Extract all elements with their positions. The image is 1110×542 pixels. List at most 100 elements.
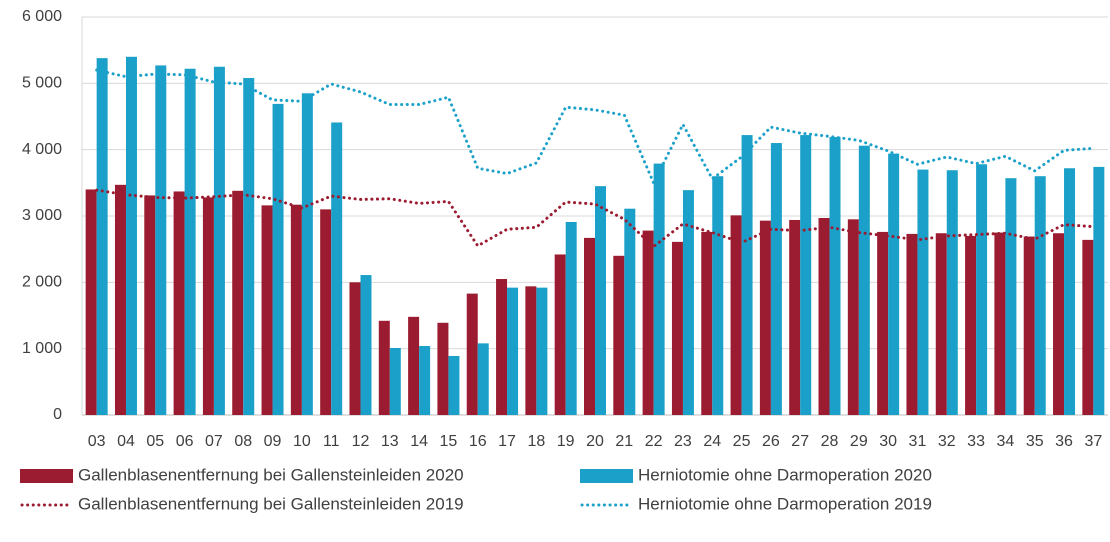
- bar: [595, 186, 606, 415]
- x-tick-label: 15: [440, 433, 458, 450]
- bar: [653, 163, 665, 415]
- bar: [213, 66, 225, 415]
- x-tick-label: 25: [733, 433, 751, 450]
- legend-swatch: [20, 469, 73, 483]
- bar: [349, 282, 361, 415]
- x-tick-label: 05: [146, 433, 164, 450]
- x-tick-label: 16: [469, 433, 487, 450]
- x-tick-label: 23: [674, 433, 692, 450]
- x-tick-label: 37: [1084, 433, 1102, 450]
- bar: [818, 217, 830, 415]
- bar: [789, 219, 801, 415]
- x-tick-label: 22: [645, 433, 663, 450]
- x-tick-label: 18: [527, 433, 545, 450]
- x-tick-label: 03: [88, 433, 106, 450]
- x-tick-label: 27: [791, 433, 809, 450]
- bar: [155, 65, 167, 415]
- bar: [965, 235, 977, 415]
- x-tick-label: 31: [909, 433, 927, 450]
- bar: [554, 254, 566, 415]
- x-tick-label: 30: [879, 433, 897, 450]
- bar: [613, 255, 625, 415]
- bar: [888, 153, 900, 415]
- x-tick-label: 14: [410, 433, 428, 450]
- bar: [1034, 176, 1046, 415]
- bar: [847, 219, 859, 415]
- bar: [730, 215, 742, 415]
- line-series: [95, 188, 1095, 249]
- x-tick-label: 04: [117, 433, 135, 450]
- x-tick-label: 33: [967, 433, 985, 450]
- bar: [125, 56, 137, 416]
- bar: [829, 137, 841, 415]
- bar: [360, 275, 372, 415]
- legend-label: Herniotomie ohne Darmoperation 2019: [638, 494, 932, 513]
- x-tick-label: 34: [997, 433, 1015, 450]
- x-tick-label: 07: [205, 433, 223, 450]
- bar: [877, 231, 889, 415]
- x-tick-label: 32: [938, 433, 956, 450]
- x-tick-label: 19: [557, 433, 575, 450]
- y-tick-label: 0: [53, 406, 62, 423]
- bar: [976, 164, 988, 415]
- y-tick-label: 6 000: [22, 8, 62, 25]
- bar: [232, 190, 244, 415]
- bar: [1093, 166, 1105, 415]
- bar: [301, 93, 313, 416]
- x-tick-label: 10: [293, 433, 311, 450]
- bar: [378, 320, 390, 415]
- bar: [1053, 233, 1065, 415]
- bar: [389, 348, 401, 415]
- x-tick-label: 21: [615, 433, 633, 450]
- bar: [671, 241, 683, 415]
- bar: [466, 293, 478, 415]
- x-tick-label: 06: [176, 433, 194, 450]
- bar: [507, 287, 519, 415]
- bar: [946, 170, 958, 415]
- legend-label: Gallenblasenentfernung bei Gallensteinle…: [78, 465, 464, 484]
- bar: [85, 189, 97, 415]
- x-tick-label: 29: [850, 433, 868, 450]
- bar: [144, 195, 156, 415]
- bar: [1023, 236, 1035, 415]
- line-series: [95, 68, 1095, 187]
- x-tick-label: 28: [821, 433, 839, 450]
- bar: [906, 233, 918, 415]
- y-tick-label: 3 000: [22, 207, 62, 224]
- bar: [496, 279, 508, 415]
- bar: [935, 233, 947, 415]
- bar: [759, 220, 771, 415]
- x-tick-label: 08: [234, 433, 252, 450]
- x-tick-label: 17: [498, 433, 516, 450]
- bar: [917, 169, 929, 415]
- bar: [1064, 168, 1076, 415]
- x-tick-label: 11: [323, 433, 340, 450]
- legend-label: Herniotomie ohne Darmoperation 2020: [638, 465, 932, 484]
- x-tick-label: 36: [1055, 433, 1073, 450]
- bar: [536, 287, 548, 415]
- bar: [800, 135, 812, 415]
- bar: [243, 78, 255, 415]
- x-tick-label: 09: [264, 433, 282, 450]
- y-tick-label: 5 000: [22, 75, 62, 92]
- bar: [994, 232, 1006, 415]
- x-tick-label: 12: [352, 433, 370, 450]
- bar: [261, 205, 273, 415]
- bar: [331, 122, 343, 415]
- bar: [642, 230, 654, 415]
- bar: [408, 316, 420, 415]
- x-tick-label: 20: [586, 433, 604, 450]
- y-tick-label: 1 000: [22, 340, 62, 357]
- bar: [624, 208, 636, 415]
- legend-swatch: [580, 469, 633, 483]
- bar: [525, 286, 537, 415]
- y-tick-label: 4 000: [22, 141, 62, 158]
- bar: [1005, 178, 1017, 415]
- bar: [96, 58, 108, 415]
- bar: [419, 346, 431, 415]
- bar: [701, 231, 713, 415]
- y-tick-label: 2 000: [22, 274, 62, 291]
- x-tick-label: 24: [703, 433, 721, 450]
- bar: [114, 184, 126, 415]
- bar: [682, 190, 694, 415]
